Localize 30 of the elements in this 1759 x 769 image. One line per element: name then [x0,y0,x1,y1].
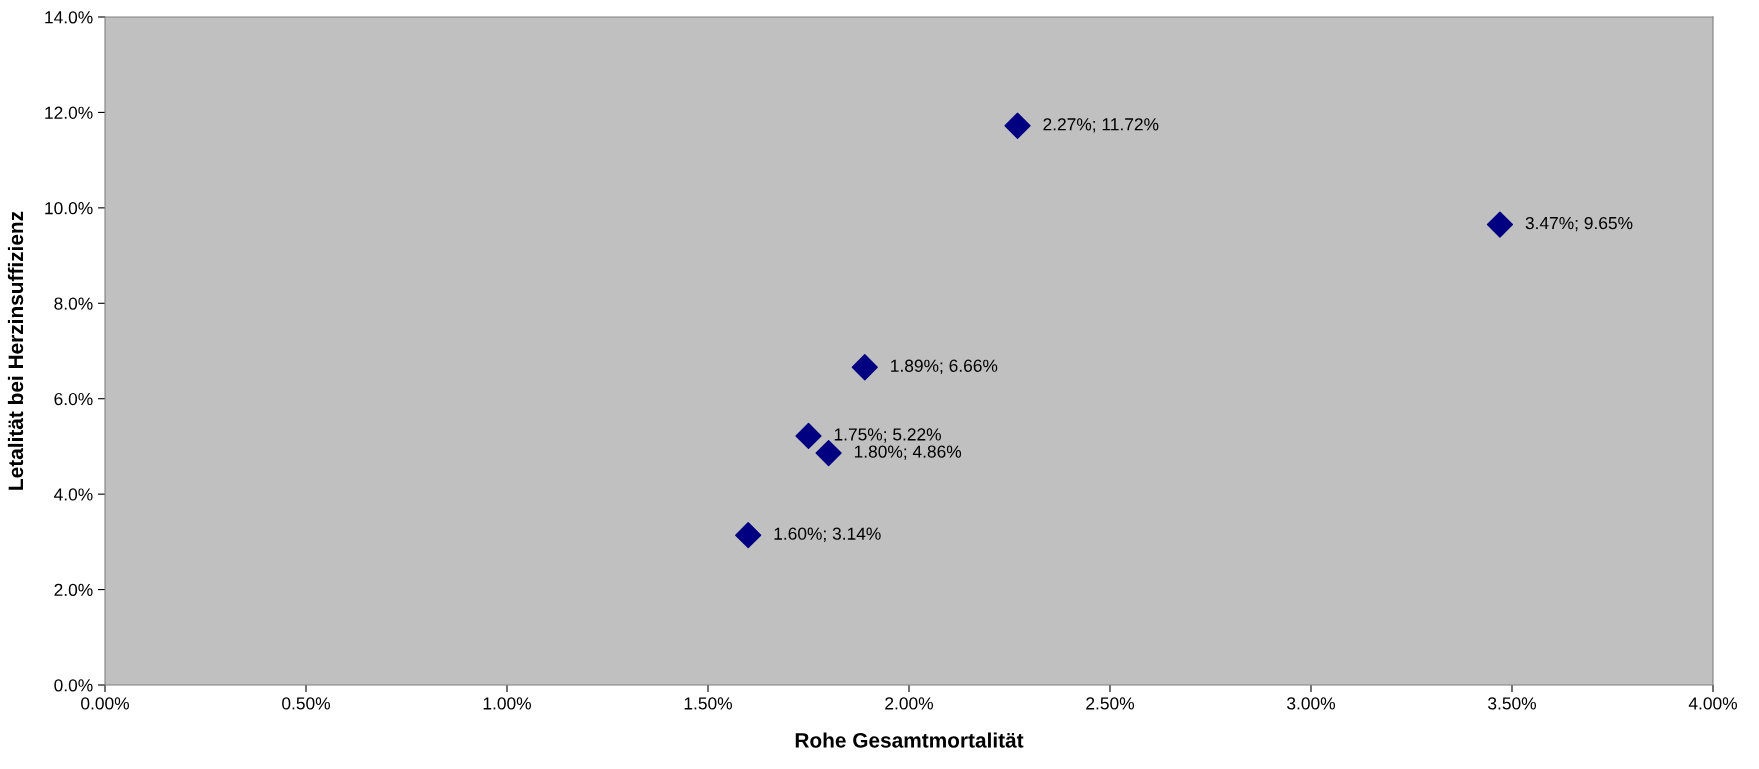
y-tick-label: 2.0% [54,583,93,597]
data-label: 1.89%; 6.66% [891,359,998,374]
data-label: 2.27%; 11.72% [1043,118,1159,133]
x-tick-label: 3.00% [1287,697,1335,710]
x-tick-label: 1.00% [483,697,531,710]
x-tick-label: 4.00% [1688,697,1737,710]
x-tick-label: 2.50% [1086,697,1134,710]
point [795,422,822,450]
x-tick-label: 2.00% [885,697,933,710]
y-tick-label: 4.0% [54,488,93,501]
point [1004,112,1031,139]
y-tick-label: 10.0% [45,202,93,215]
y-tick-label: 8.0% [54,297,93,310]
x-tick-label: 3.50% [1488,697,1536,710]
x-axis-title: Rohe Gesamtmortalität [795,732,1024,748]
data-label: 1.75%; 5.22% [834,428,941,443]
y-tick-label: 12.0% [45,106,93,119]
y-tick-label: 0.0% [54,679,93,692]
y-tick-label: 14.0% [45,11,93,24]
data-label: 3.47%; 9.65% [1525,216,1633,232]
y-axis-title: Letalität bei Herzinsuffizienz [7,211,24,490]
x-tick-label: 0.00% [81,697,129,710]
x-tick-label: 0.50% [282,697,330,710]
data-label: 1.80%; 4.86% [854,445,962,460]
y-tick-label: 6.0% [54,392,93,406]
data-label: 1.60%; 3.14% [774,527,881,542]
point [1486,211,1514,238]
point [851,354,878,381]
x-tick-label: 1.50% [684,697,732,710]
point [735,522,762,549]
